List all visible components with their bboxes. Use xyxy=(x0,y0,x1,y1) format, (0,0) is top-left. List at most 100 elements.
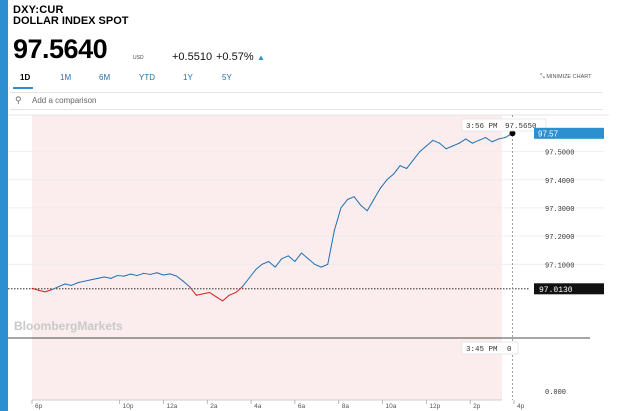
price-line-segment xyxy=(38,289,46,293)
y-tick-label: 97.3000 xyxy=(545,206,574,214)
comparison-bar: ⚲ Add a comparison xyxy=(10,92,603,110)
timeframe-tabs: 1D 1M 6M YTD 1Y 5Y xyxy=(13,73,273,87)
x-axis-labels: 6p 10p 12a 2a 4a 6a 8a 10a 12p 2p 4p xyxy=(31,400,525,410)
price-line-segment xyxy=(189,286,197,296)
gridlines xyxy=(8,151,604,265)
price-line-segment xyxy=(393,165,401,175)
bloomberg-watermark: BloombergMarkets xyxy=(14,319,123,333)
price-line-segment xyxy=(136,272,145,277)
percent-change: +0.57% xyxy=(216,51,254,63)
price-line-segment xyxy=(485,137,493,143)
price-line-segment xyxy=(445,145,454,150)
price-line-segment xyxy=(300,252,309,260)
price-line-segment xyxy=(149,272,158,275)
price-line-segment xyxy=(110,275,118,279)
price-line xyxy=(31,132,513,302)
price-line-segment xyxy=(498,137,506,140)
price-line-segment xyxy=(208,291,217,298)
price-line-segment xyxy=(425,139,434,147)
accent-bar xyxy=(0,0,8,411)
price-line-segment xyxy=(465,138,473,144)
price-line-segment xyxy=(366,199,375,212)
x-tick-label: 6a xyxy=(298,403,306,410)
price-line-segment xyxy=(268,260,276,268)
price-line-segment xyxy=(130,273,138,277)
price-line-segment xyxy=(202,291,210,295)
price-line-segment xyxy=(254,263,263,271)
tab-1d[interactable]: 1D xyxy=(20,73,31,82)
price-line-segment xyxy=(314,263,322,268)
price-line-segment xyxy=(320,263,329,268)
tab-1m[interactable]: 1M xyxy=(60,73,72,82)
x-tick-label: 4p xyxy=(517,403,525,410)
bottom-axis-label: 0.000 xyxy=(545,389,566,397)
last-price: 97.5640 xyxy=(13,34,108,64)
price-line-segment xyxy=(64,283,72,286)
price-line-segment xyxy=(143,272,151,275)
x-tick-label: 12p xyxy=(429,403,440,410)
price-line-segment xyxy=(346,196,355,201)
price-line-segment xyxy=(228,291,237,296)
tab-5y[interactable]: 5Y xyxy=(222,73,232,82)
collapse-icon: ⤡ xyxy=(540,74,545,80)
tab-1y[interactable]: 1Y xyxy=(183,73,193,82)
tooltip-top-value: 97.5650 xyxy=(505,123,537,131)
net-change: +0.5510 xyxy=(172,51,213,63)
price-line-segment xyxy=(307,258,316,265)
y-tick-label: 97.1000 xyxy=(545,262,574,270)
y-tick-label: 97.2000 xyxy=(545,234,574,242)
price-line-segment xyxy=(274,258,283,268)
x-tick-label: 2a xyxy=(210,403,218,410)
price-line-segment xyxy=(90,277,99,281)
price-line-segment xyxy=(57,283,66,288)
y-tick-label: 97.5000 xyxy=(545,150,574,158)
minimize-chart-label: MINIMIZE CHART xyxy=(546,74,592,80)
tab-6m[interactable]: 6M xyxy=(99,73,111,82)
price-line-segment xyxy=(406,159,414,170)
tab-ytd[interactable]: YTD xyxy=(139,73,155,82)
price-line-segment xyxy=(215,296,224,302)
current-price-tag: 97.57 xyxy=(534,127,604,139)
tooltip-bottom-time: 3:45 PM xyxy=(466,346,498,354)
price-line-segment xyxy=(169,273,178,277)
price-line-segment xyxy=(478,137,487,141)
previous-close-tag: 97.0130 xyxy=(534,283,604,295)
x-tick-label: 12a xyxy=(166,403,177,410)
security-name: DOLLAR INDEX SPOT xyxy=(13,15,129,27)
price-line-segment xyxy=(360,204,368,212)
price-line-segment xyxy=(327,229,335,265)
current-price-tag-text: 97.57 xyxy=(538,129,559,138)
x-tick-label: 10a xyxy=(386,403,397,410)
price-line-segment xyxy=(340,199,348,209)
tooltip-top-time: 3:56 PM xyxy=(466,123,498,131)
y-tick-label: 97.4000 xyxy=(545,178,574,186)
price-line-segment xyxy=(44,289,53,293)
price-line-segment xyxy=(182,280,191,288)
up-arrow-icon: ▲ xyxy=(257,53,265,62)
active-tab-indicator xyxy=(13,87,33,89)
price-line-segment xyxy=(373,187,381,201)
chart-shading-pane xyxy=(32,115,502,400)
last-price-marker xyxy=(509,130,516,137)
tooltip-bottom: 3:45 PM 0 xyxy=(461,341,519,355)
previous-close-tag-text: 97.0130 xyxy=(539,286,573,295)
minimize-chart-button[interactable]: ⤡ MINIMIZE CHART xyxy=(540,74,591,81)
ticker-symbol: DXY:CUR xyxy=(13,4,64,16)
price-line-segment xyxy=(222,294,230,302)
price-line-segment xyxy=(379,179,388,189)
price-line-segment xyxy=(439,142,447,150)
price-line-segment xyxy=(241,277,250,288)
price-line-segment xyxy=(51,286,59,291)
price-line-segment xyxy=(248,269,256,279)
price-line-segment xyxy=(281,255,289,260)
price-line-segment xyxy=(287,255,296,262)
price-line-segment xyxy=(432,139,441,144)
price-line-segment xyxy=(176,275,184,282)
price-line-segment xyxy=(70,282,79,286)
price-line-segment xyxy=(235,286,243,293)
currency-label: USD xyxy=(133,55,144,61)
comparison-input[interactable]: Add a comparison xyxy=(32,96,97,105)
tooltip-top: 3:56 PM 97.5650 xyxy=(461,118,547,132)
chart-axis-pane xyxy=(502,115,609,400)
